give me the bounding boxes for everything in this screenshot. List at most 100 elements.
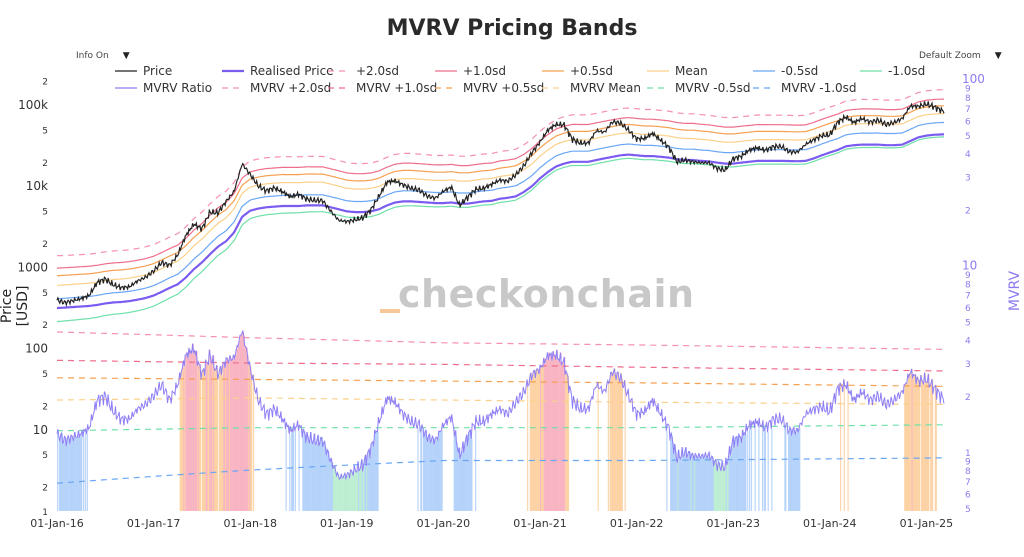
mvrv-zone-fill bbox=[763, 431, 766, 511]
mvrv-zone-fill bbox=[461, 450, 464, 511]
mvrv-zone-fill bbox=[352, 472, 354, 511]
legend-item-mvp05[interactable]: MVRV +0.5sd bbox=[435, 81, 544, 95]
mvrv-zone-fill bbox=[339, 479, 341, 511]
mvrv-zone-fill bbox=[927, 382, 929, 511]
mvrv-zone-fill bbox=[722, 466, 725, 511]
mvrv-zone-fill bbox=[745, 434, 747, 511]
y-right-tick-label: 7 bbox=[965, 105, 971, 115]
legend-item-mean[interactable]: Mean bbox=[647, 64, 708, 78]
mvrv-zone-fill bbox=[230, 358, 232, 511]
x-tick-label: 01-Jan-17 bbox=[127, 517, 181, 530]
y-right-tick-label: 6 bbox=[965, 117, 971, 127]
mvrv-zone-fill bbox=[913, 374, 915, 511]
mvrv-zone-fill bbox=[219, 369, 221, 511]
legend-item-p1[interactable]: +1.0sd bbox=[435, 64, 506, 78]
mvrv-zone-fill bbox=[540, 367, 543, 511]
mvrv-zone-fill bbox=[926, 381, 928, 511]
mvrv-zone-fill bbox=[545, 359, 547, 511]
mvrv-mean-line bbox=[57, 397, 944, 405]
mvrv-zone-fill bbox=[704, 456, 706, 511]
legend-label: Realised Price bbox=[250, 64, 334, 78]
mvrv-zone-fill bbox=[550, 355, 552, 511]
y-left-tick-label: 2 bbox=[42, 402, 48, 412]
mvrv-zone-fill bbox=[761, 426, 764, 511]
mvrv-minus-1sd-line bbox=[57, 457, 944, 484]
mvrv-zone-fill bbox=[699, 456, 701, 511]
mvrv-zone-fill bbox=[696, 454, 698, 511]
legend-item-p2[interactable]: +2.0sd bbox=[328, 64, 399, 78]
mvrv-zone-fill bbox=[923, 384, 925, 511]
mvrv-zone-fill bbox=[564, 356, 566, 511]
y-right-tick-label: 4 bbox=[965, 150, 971, 160]
mvrv-zone-fill bbox=[306, 432, 309, 511]
legend-item-m1[interactable]: -1.0sd bbox=[860, 64, 925, 78]
mvrv-zone-fill bbox=[710, 458, 713, 511]
mvrv-zone-fill bbox=[351, 470, 353, 511]
legend-item-mvp1[interactable]: MVRV +1.0sd bbox=[328, 81, 437, 95]
mvrv-zone-fill bbox=[194, 350, 196, 511]
mvrv-zone-fill bbox=[843, 379, 845, 511]
mvrv-zone-fill bbox=[313, 441, 315, 511]
mvrv-zone-fill bbox=[344, 473, 347, 511]
mvrv-zone-fill bbox=[758, 426, 760, 511]
mvrv-zone-fill bbox=[325, 447, 327, 511]
legend-item-price[interactable]: Price bbox=[115, 64, 172, 78]
legend-label: MVRV -0.5sd bbox=[675, 81, 751, 95]
mvrv-zone-fill bbox=[533, 370, 535, 511]
price-mean-line bbox=[56, 113, 944, 286]
mvrv-zone-fill bbox=[562, 362, 564, 511]
y-left-tick-label: 100k bbox=[18, 98, 48, 112]
y-right-tick-label: 8 bbox=[965, 281, 971, 291]
mvrv-zone-fill bbox=[741, 442, 743, 511]
mvrv-zone-fill bbox=[791, 435, 793, 511]
mvrv-zone-fill bbox=[213, 355, 215, 511]
mvrv-zone-fill bbox=[322, 446, 324, 511]
mvrv-zone-fill bbox=[216, 365, 218, 511]
mvrv-zone-fill bbox=[193, 352, 195, 511]
mvrv-zone-fill bbox=[554, 355, 557, 511]
mvrv-zone-fill bbox=[675, 451, 677, 511]
legend-item-mvp2[interactable]: MVRV +2.0sd bbox=[222, 81, 331, 95]
y-axis-right-label: MVRV bbox=[1007, 270, 1023, 312]
info-dropdown[interactable]: Info On ▼ bbox=[72, 48, 134, 64]
mvrv-zone-fill bbox=[246, 347, 248, 511]
zoom-dropdown[interactable]: Default Zoom ▼ bbox=[915, 48, 1006, 64]
mvrv-zone-fill bbox=[456, 442, 458, 511]
mvrv-zone-fill bbox=[792, 430, 794, 511]
mvrv-zone-fill bbox=[294, 431, 297, 511]
mvrv-zone-fill bbox=[291, 431, 293, 511]
legend-item-mvm05[interactable]: MVRV -0.5sd bbox=[647, 81, 751, 95]
mvrv-zone-fill bbox=[909, 373, 911, 511]
mvrv-ratio-line bbox=[56, 329, 945, 481]
y-right-tick-label: 1 bbox=[965, 449, 971, 459]
mvrv-zone-fill bbox=[328, 451, 330, 511]
mvrv-zone-fill bbox=[235, 355, 237, 511]
legend-item-mvrv[interactable]: MVRV Ratio bbox=[115, 81, 212, 95]
mvrv-zone-fill bbox=[350, 469, 352, 511]
mvrv-zone-fill bbox=[424, 433, 427, 511]
mvrv-zone-fill bbox=[426, 437, 428, 511]
mvrv-zone-fill bbox=[556, 349, 558, 511]
mvrv-zone-fill bbox=[353, 475, 355, 511]
legend-item-m05[interactable]: -0.5sd bbox=[753, 64, 818, 78]
mvrv-zone-fill bbox=[58, 437, 61, 511]
mvrv-zone-fill bbox=[304, 431, 306, 511]
legend-label: Mean bbox=[675, 64, 708, 78]
mvrv-zone-fill bbox=[188, 348, 191, 511]
mvrv-zone-fill bbox=[725, 457, 727, 511]
mvrv-zone-fill bbox=[251, 374, 253, 511]
legend-item-mvmean[interactable]: MVRV Mean bbox=[542, 81, 641, 95]
mvrv-zone-fill bbox=[906, 383, 909, 511]
mvrv-zone-fill bbox=[567, 376, 570, 511]
legend-item-p05[interactable]: +0.5sd bbox=[542, 64, 613, 78]
mvrv-zone-fill bbox=[348, 473, 350, 511]
mvrv-zone-fill bbox=[928, 373, 930, 511]
mvrv-zone-fill bbox=[714, 461, 716, 511]
y-left-tick-label: 2 bbox=[42, 484, 48, 494]
legend-swatch-icon bbox=[435, 87, 457, 89]
legend-item-realised[interactable]: Realised Price bbox=[222, 64, 334, 78]
mvrv-zone-fill bbox=[430, 442, 432, 511]
legend-item-mvm1[interactable]: MVRV -1.0sd bbox=[753, 81, 857, 95]
x-tick-label: 01-Jan-22 bbox=[610, 517, 664, 530]
mvrv-zone-fill bbox=[368, 451, 370, 511]
